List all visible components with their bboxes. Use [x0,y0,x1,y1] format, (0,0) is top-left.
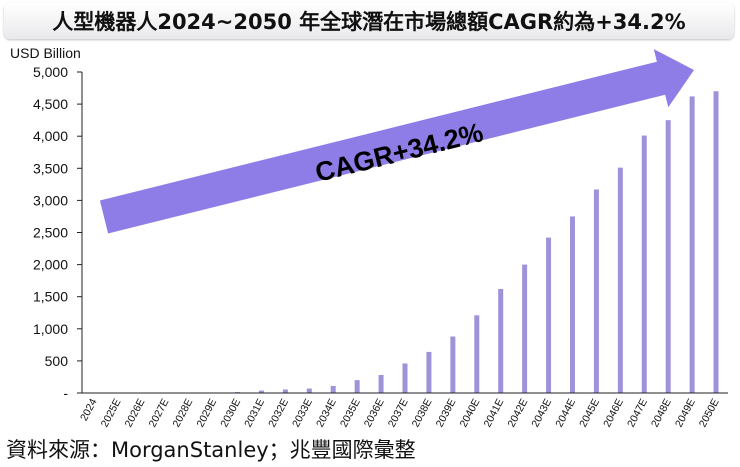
y-tick-label: 1,500 [33,289,68,305]
bar-2048E [665,120,671,394]
x-tick-label: 2031E [242,397,267,429]
bar-2039E [450,336,456,393]
bar-2037E [402,363,408,393]
cagr-arrow: CAGR+34.2% [99,49,694,234]
bar-2049E [689,96,695,393]
bar-2033E [306,388,312,393]
x-tick-label: 2041E [481,397,506,429]
y-tick-label: 2,000 [33,257,68,273]
x-tick-label: 2027E [147,397,172,429]
y-tick-label: 3,500 [33,160,68,176]
bar-2035E [354,380,360,393]
x-tick-label: 2037E [386,397,411,429]
y-tick-label: 2,500 [33,225,68,241]
cagr-arrow-shape [99,49,694,234]
x-tick-label: 2036E [362,397,387,429]
bar-series [139,91,719,394]
x-tick-label: 2045E [577,397,602,429]
x-tick-label: 2039E [434,397,459,429]
y-tick-label: 5,000 [33,64,68,80]
x-tick-label: 2034E [314,397,339,429]
bar-2031E [258,390,264,393]
x-tick-label: 2050E [697,397,722,429]
x-tick-label: 2049E [673,397,698,429]
bar-2034E [330,385,336,393]
x-tick-label: 2025E [99,397,124,429]
title-banner: 人型機器人2024~2050 年全球潛在市場總額CAGR約為+34.2% [4,3,734,39]
x-tick-label: 2047E [625,397,650,429]
y-tick-label: 4,000 [33,128,68,144]
y-tick-label: 4,500 [33,96,68,112]
bar-2038E [426,351,432,393]
bar-2044E [569,216,575,393]
bar-2045E [593,189,599,393]
bar-2046E [617,167,623,393]
y-tick-label: 1,000 [33,321,68,337]
y-tick-label: 3,000 [33,192,68,208]
x-tick-label: 2032E [266,397,291,429]
x-tick-label: 2033E [290,397,315,429]
bar-2036E [378,375,384,393]
y-tick-label: 500 [45,353,69,369]
bar-2032E [282,389,288,393]
y-tick-label: - [63,385,68,401]
x-tick-label: 2024 [78,397,100,423]
x-tick-label: 2040E [458,397,483,429]
x-tick-label: 2048E [649,397,674,429]
bar-2047E [641,135,647,394]
bar-2042E [522,264,528,393]
page-title: 人型機器人2024~2050 年全球潛在市場總額CAGR約為+34.2% [52,10,686,34]
x-tick-label: 2038E [410,397,435,429]
x-tick-label: 2030E [218,397,243,429]
x-tick-label: 2035E [338,397,363,429]
bar-2041E [498,288,504,393]
x-tick-label: 2046E [601,397,626,429]
x-tick-label: 2042E [505,397,530,429]
bar-2040E [474,315,480,393]
bar-2043E [546,237,552,393]
source-note: 資料來源：MorganStanley；兆豐國際彙整 [6,438,416,462]
y-axis-label: USD Billion [10,45,81,61]
x-tick-label: 2028E [170,397,195,429]
x-tick-label: 2026E [123,397,148,429]
y-axis-ticks: - 500 1,000 1,500 2,000 2,500 3,000 3,500 4,000 4… [33,64,82,401]
x-tick-label: 2044E [553,397,578,429]
x-axis-ticks: 2024 2025E 2026E 2027E 2028E 2029E 2030E 2031E 2… [78,397,722,430]
x-tick-label: 2043E [529,397,554,429]
bar-2050E [713,91,719,393]
x-tick-label: 2029E [194,397,219,429]
